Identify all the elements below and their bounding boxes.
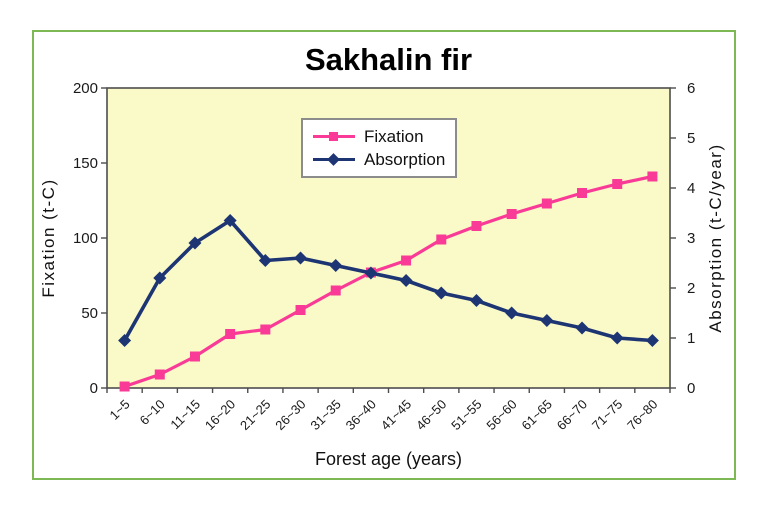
- absorption-marker: [540, 314, 554, 327]
- fixation-marker: [189, 351, 200, 362]
- legend-item-fixation: Fixation: [313, 127, 445, 147]
- right-tick-label: 6: [687, 80, 695, 97]
- absorption-marker: [610, 331, 624, 345]
- right-tick-label: 5: [687, 130, 695, 147]
- absorption-marker: [469, 294, 483, 307]
- right-tick-label: 1: [687, 330, 695, 347]
- x-axis-title: Forest age (years): [314, 449, 463, 469]
- absorption-marker: [329, 259, 343, 272]
- right-tick-label: 0: [687, 380, 695, 397]
- fixation-marker: [401, 255, 412, 266]
- plot-border: [106, 87, 671, 389]
- x-tick-label: 21~25: [237, 397, 273, 433]
- fixation-marker: [225, 329, 236, 339]
- absorption-marker: [153, 271, 167, 285]
- absorption-marker: [364, 266, 378, 280]
- absorption-marker: [223, 214, 237, 227]
- fixation-marker: [119, 381, 130, 392]
- x-tick-label: 56~60: [483, 397, 519, 433]
- x-tick-label: 66~70: [554, 397, 590, 433]
- absorption-marker: [188, 236, 202, 250]
- left-tick-label: 0: [90, 380, 98, 397]
- legend-label-fixation: Fixation: [364, 126, 424, 146]
- absorption-marker: [505, 306, 519, 320]
- legend-label-absorption: Absorption: [364, 149, 446, 169]
- fixation-marker: [506, 209, 517, 219]
- fixation-marker: [471, 221, 482, 231]
- right-tick-label: 2: [687, 280, 695, 297]
- left-tick-label: 100: [73, 230, 98, 247]
- x-tick-label: 1~5: [107, 397, 133, 423]
- x-tick-label: 41~45: [378, 397, 414, 433]
- x-tick-label: 61~65: [519, 397, 555, 433]
- x-tick-label: 31~35: [307, 397, 343, 433]
- absorption-marker: [118, 334, 132, 347]
- fixation-marker: [612, 179, 623, 189]
- absorption-marker: [434, 286, 448, 300]
- right-axis-title: Absorption (t-C/year): [706, 143, 725, 333]
- chart-title: Sakhalin fir: [304, 42, 473, 77]
- absorption-marker: [399, 274, 413, 287]
- legend: Fixation Absorption: [301, 118, 457, 178]
- absorption-legend-marker-icon: [313, 153, 355, 167]
- right-tick-label: 3: [687, 230, 695, 247]
- fixation-marker: [295, 305, 306, 315]
- left-axis-title: Fixation (t-C): [39, 178, 58, 298]
- fixation-legend-marker-icon: [313, 130, 355, 144]
- fixation-marker: [541, 198, 552, 209]
- x-tick-label: 36~40: [343, 397, 379, 433]
- fixation-marker: [647, 171, 658, 182]
- absorption-marker: [645, 334, 659, 347]
- left-tick-label: 200: [73, 80, 98, 97]
- left-tick-label: 50: [81, 305, 98, 322]
- legend-item-absorption: Absorption: [313, 150, 445, 170]
- fixation-marker: [154, 369, 165, 380]
- x-tick-label: 71~75: [589, 397, 625, 433]
- x-tick-label: 51~55: [448, 397, 484, 433]
- absorption-series-line: [123, 218, 653, 343]
- x-tick-label: 46~50: [413, 397, 449, 433]
- fixation-marker: [260, 324, 271, 335]
- x-tick-label: 26~30: [272, 397, 308, 433]
- fixation-series-line: [124, 174, 653, 389]
- right-tick-label: 4: [687, 180, 695, 197]
- absorption-marker: [294, 251, 308, 265]
- fixation-marker: [330, 285, 341, 296]
- absorption-marker: [575, 321, 589, 335]
- x-tick-label: 76~80: [624, 397, 660, 433]
- fixation-marker: [577, 188, 588, 198]
- x-tick-label: 16~20: [202, 397, 238, 433]
- x-tick-label: 11~15: [167, 397, 203, 433]
- x-tick-label: 6~10: [137, 397, 168, 428]
- left-tick-label: 150: [73, 155, 98, 172]
- absorption-marker: [258, 254, 272, 267]
- fixation-marker: [436, 234, 447, 245]
